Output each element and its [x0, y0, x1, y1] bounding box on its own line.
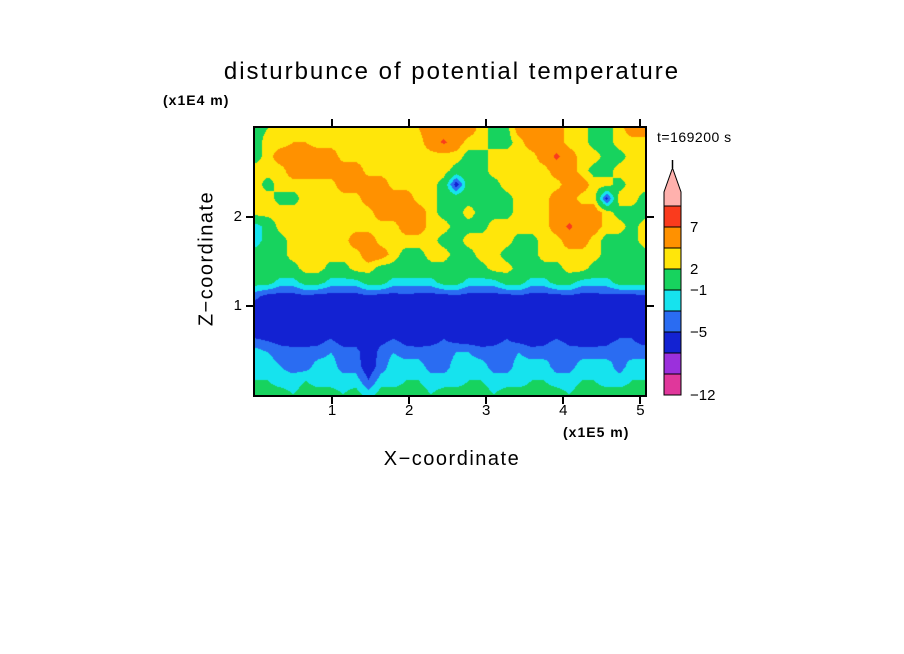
- colorbar-segment: [663, 205, 682, 228]
- y-tick-mark-left: [246, 305, 253, 307]
- x-tick-mark-bottom: [331, 397, 334, 404]
- x-axis-label: X−coordinate: [383, 448, 521, 470]
- colorbar-segment: [663, 247, 682, 270]
- colorbar-segment: [663, 331, 682, 354]
- x-tick-mark-bottom: [639, 397, 642, 404]
- y-tick-mark-left: [246, 216, 253, 218]
- colorbar-segment: [663, 310, 682, 333]
- y-tick-label: 1: [233, 297, 242, 314]
- colorbar: 7 2 −1 −5 −12: [663, 160, 715, 404]
- x-tick-mark-top: [639, 119, 642, 126]
- y-tick-mark-right: [647, 216, 654, 218]
- plot-frame: [253, 126, 647, 397]
- x-tick-mark-top: [331, 119, 334, 126]
- time-annotation: t=169200 s: [657, 129, 732, 145]
- x-tick-label: 5: [636, 402, 645, 419]
- colorbar-label: −12: [690, 387, 715, 404]
- y-axis-label: Z−coordinate: [195, 190, 218, 327]
- y-tick-label: 2: [233, 208, 242, 225]
- colorbar-label: −1: [690, 282, 707, 299]
- x-tick-mark-bottom: [485, 397, 488, 404]
- colorbar-label: 2: [690, 261, 698, 278]
- contour-canvas: [255, 128, 645, 395]
- x-tick-label: 2: [404, 402, 414, 419]
- x-tick-mark-top: [408, 119, 411, 126]
- colorbar-segment: [663, 226, 682, 249]
- y-axis-unit-label: (x1E4 m): [163, 92, 230, 108]
- colorbar-segment: [663, 373, 682, 396]
- x-tick-mark-top: [562, 119, 565, 126]
- colorbar-segment: [663, 289, 682, 312]
- x-tick-mark-bottom: [408, 397, 411, 404]
- x-axis-unit-label: (x1E5 m): [563, 424, 630, 440]
- x-tick-mark-bottom: [562, 397, 565, 404]
- colorbar-label: −5: [690, 324, 707, 341]
- colorbar-label: 7: [690, 219, 698, 236]
- colorbar-segment: [663, 352, 682, 375]
- colorbar-top-arrow: [663, 166, 682, 207]
- x-tick-label: 4: [559, 402, 568, 419]
- figure-title: disturbunce of potential temperature: [223, 58, 681, 85]
- colorbar-segment: [663, 268, 682, 291]
- x-tick-label: 3: [482, 402, 491, 419]
- x-tick-mark-top: [485, 119, 488, 126]
- x-tick-label: 1: [327, 402, 337, 419]
- y-tick-mark-right: [647, 305, 654, 307]
